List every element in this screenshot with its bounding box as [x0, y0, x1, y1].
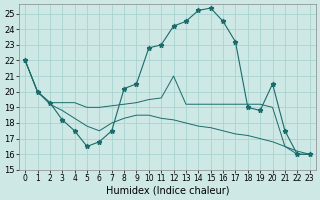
X-axis label: Humidex (Indice chaleur): Humidex (Indice chaleur) [106, 186, 229, 196]
